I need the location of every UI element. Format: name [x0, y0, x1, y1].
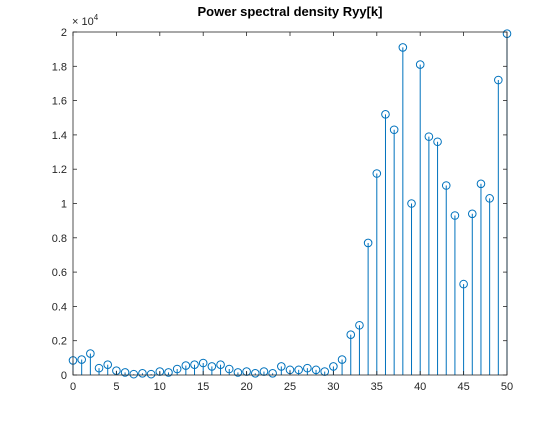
- stem-marker: [120, 368, 130, 377]
- x-tick-label: 45: [457, 381, 469, 393]
- x-tick-label: 10: [154, 381, 166, 393]
- stem-marker: [103, 360, 113, 370]
- plot-area: [73, 32, 507, 375]
- x-tick-label: 5: [113, 381, 119, 393]
- stem-marker: [424, 132, 434, 141]
- y-tick-label: 0.2: [52, 336, 67, 348]
- stem-marker: [250, 368, 260, 378]
- stem-marker: [467, 209, 477, 219]
- stem-marker: [459, 279, 468, 289]
- stem-marker: [77, 355, 86, 364]
- stem-marker: [441, 181, 451, 190]
- stem-marker: [355, 320, 364, 330]
- stem-marker: [311, 365, 321, 375]
- x-tick-label: 15: [197, 381, 209, 393]
- y-tick-label: 1: [61, 199, 67, 211]
- x-tick-label: 40: [414, 381, 426, 393]
- y-tick-label: 0.4: [52, 301, 67, 313]
- stem-marker: [138, 368, 147, 378]
- stem-marker: [329, 362, 338, 371]
- stem-marker: [372, 169, 382, 178]
- y-tick-label: 1.6: [52, 96, 67, 108]
- y-tick-label: 1.2: [52, 164, 67, 176]
- stem-marker: [337, 355, 347, 364]
- y-exponent-base: × 10: [72, 16, 94, 28]
- stem-marker: [146, 369, 156, 379]
- stem-marker: [129, 369, 139, 379]
- y-tick-label: 2: [61, 27, 67, 39]
- x-tick-label: 50: [501, 381, 513, 393]
- stem-marker: [494, 75, 503, 85]
- y-tick-label: 0.8: [52, 233, 67, 245]
- stem-marker: [207, 362, 217, 371]
- stem-marker: [224, 364, 234, 374]
- stem-marker: [190, 360, 199, 370]
- stem-marker: [277, 362, 286, 371]
- x-tick-label: 35: [371, 381, 383, 393]
- x-tick-label: 30: [327, 381, 339, 393]
- x-tick-label: 0: [70, 381, 76, 393]
- x-axis: 0 5 10 15 20 25 30 35 40 45 50: [70, 32, 513, 393]
- y-tick-label: 1.4: [52, 130, 67, 142]
- y-exponent-label: × 104: [72, 13, 99, 28]
- stem-marker: [198, 358, 208, 368]
- y-tick-label: 1.8: [52, 61, 67, 73]
- stem-marker: [86, 349, 95, 358]
- stem-marker: [476, 179, 486, 189]
- stem-marker: [216, 360, 225, 370]
- stem-marker: [398, 43, 408, 52]
- stem-marker: [294, 365, 303, 375]
- stem-marker: [485, 194, 494, 203]
- stem-marker: [172, 364, 182, 374]
- y-tick-label: 0.6: [52, 267, 67, 279]
- stem-series: [72, 33, 508, 375]
- stem-marker: [164, 368, 173, 377]
- stem-marker: [450, 211, 460, 220]
- stem-marker: [303, 363, 312, 373]
- stem-marker: [268, 368, 277, 378]
- stem-marker: [381, 110, 390, 119]
- marker-series: [68, 29, 512, 379]
- x-tick-label: 25: [284, 381, 296, 393]
- chart-title: Power spectral density Ryy[k]: [198, 4, 383, 19]
- stem-marker: [233, 368, 243, 377]
- stem-marker: [415, 60, 425, 69]
- stem-marker: [363, 238, 373, 248]
- stem-marker: [346, 330, 356, 339]
- stem-marker: [181, 361, 191, 370]
- stem-marker: [433, 137, 442, 147]
- stem-marker: [94, 363, 104, 373]
- x-tick-label: 20: [240, 381, 252, 393]
- y-tick-label: 0: [61, 370, 67, 382]
- y-axis: 0 0.2 0.4 0.6 0.8 1 1.2 1.4 1.6 1.8 2: [52, 27, 507, 382]
- stem-marker: [389, 125, 399, 135]
- stem-marker: [407, 199, 416, 208]
- y-exponent-value: 4: [94, 13, 99, 22]
